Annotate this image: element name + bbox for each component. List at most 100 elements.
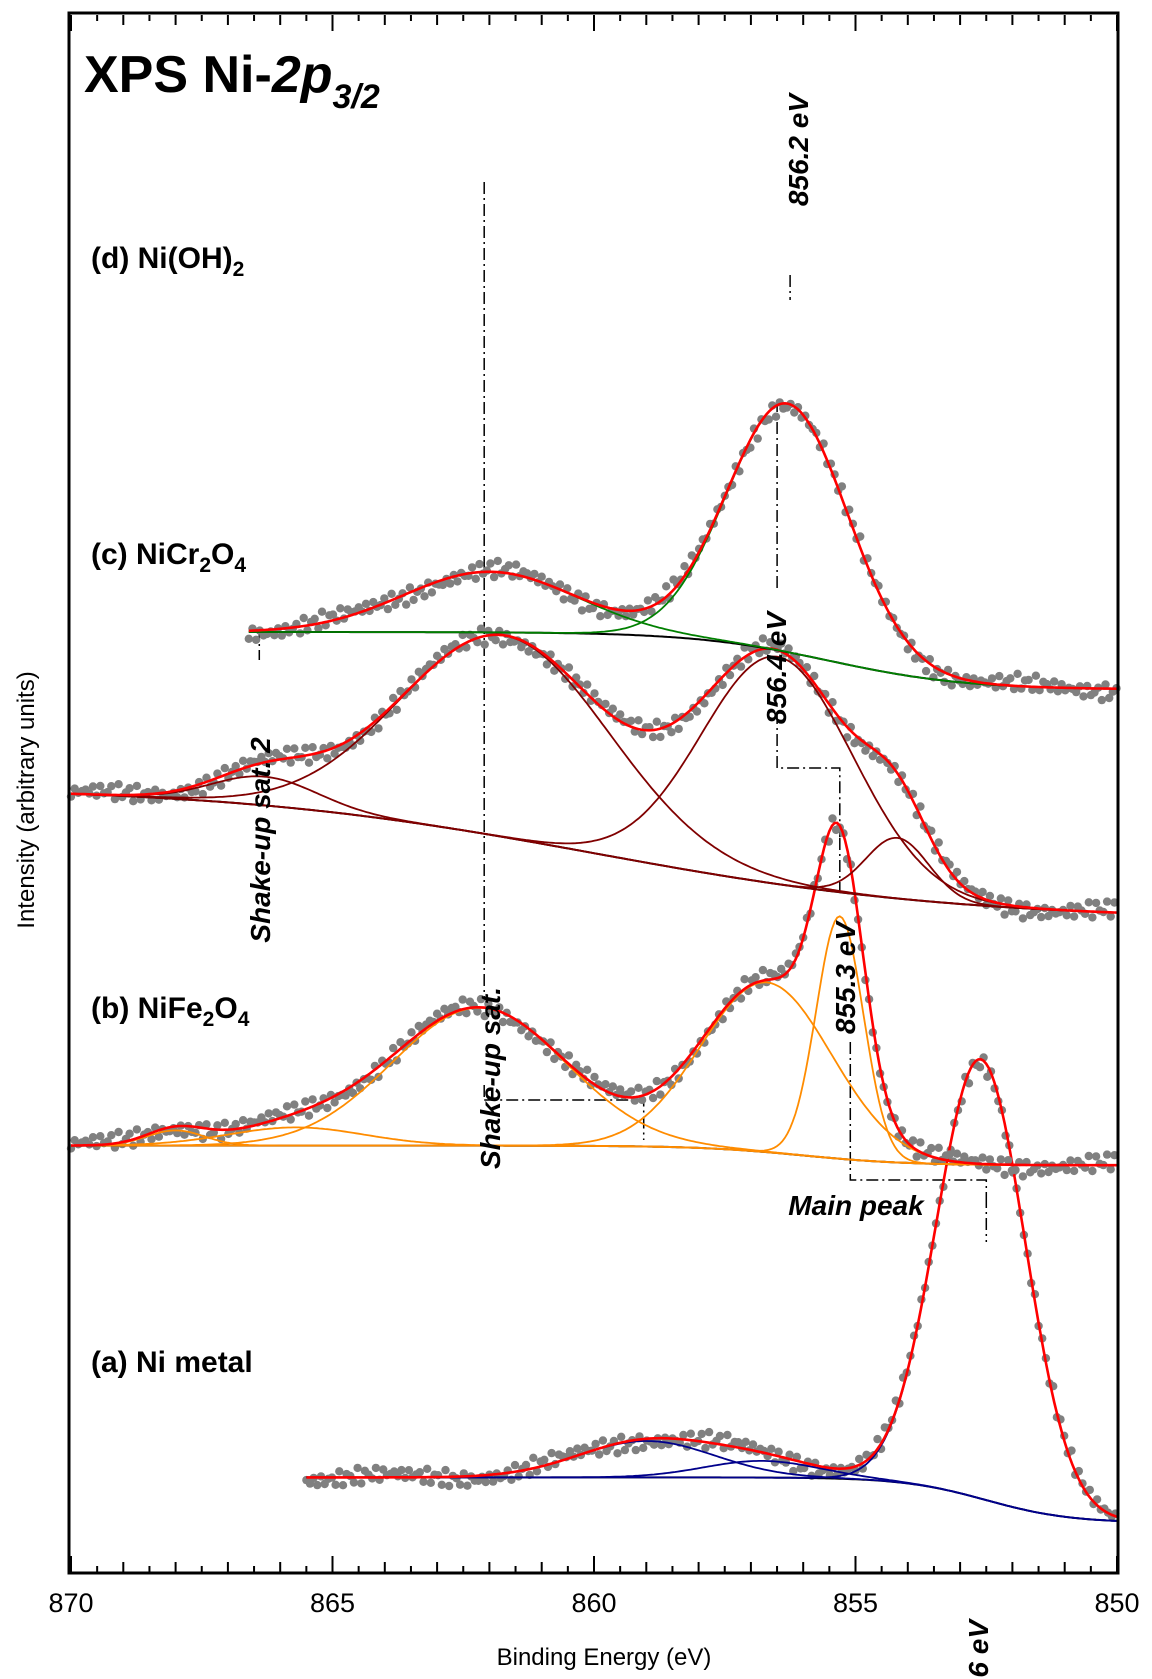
shake-up-sat-label: Shake-up sat. <box>475 987 506 1169</box>
data-point <box>336 604 345 613</box>
data-point <box>489 572 499 582</box>
data-point <box>978 1153 987 1162</box>
data-point <box>151 785 160 794</box>
data-point <box>1069 912 1079 921</box>
data-point <box>559 595 568 604</box>
data-point <box>608 704 617 713</box>
data-point <box>718 680 727 690</box>
data-point <box>674 724 683 734</box>
data-point <box>1011 907 1020 916</box>
data-point <box>397 1465 406 1475</box>
data-point <box>680 562 689 571</box>
data-point <box>251 635 261 644</box>
x-tick-label: 850 <box>1094 1588 1139 1618</box>
data-point <box>758 634 768 643</box>
data-point <box>323 754 332 763</box>
data-point <box>308 743 317 752</box>
data-points-c <box>66 624 1119 923</box>
data-point <box>473 1007 482 1016</box>
data-point <box>697 1429 706 1439</box>
data-point <box>601 699 610 709</box>
data-point <box>453 577 462 586</box>
data-point <box>1079 692 1088 701</box>
data-point <box>419 1477 428 1487</box>
data-point <box>723 1430 732 1440</box>
data-point <box>380 594 389 603</box>
data-point <box>649 1440 659 1449</box>
data-point <box>1013 669 1022 678</box>
data-point <box>639 1443 648 1453</box>
data-point <box>591 1439 600 1449</box>
data-point <box>1105 693 1114 703</box>
data-point <box>476 624 486 633</box>
data-point <box>1101 680 1110 689</box>
data-point <box>542 660 552 669</box>
data-point <box>596 612 605 621</box>
data-point <box>648 1093 658 1103</box>
data-point <box>577 606 587 615</box>
component-d <box>248 570 1117 690</box>
data-point <box>985 1155 995 1164</box>
data-point <box>180 1130 189 1139</box>
data-point <box>947 681 956 690</box>
data-point <box>873 1434 882 1444</box>
data-point <box>810 671 819 681</box>
data-point <box>1000 1170 1009 1180</box>
data-point <box>1053 687 1063 696</box>
data-point <box>550 1054 559 1064</box>
spectra-traces <box>66 398 1121 1522</box>
chart-title: XPS Ni-2p3/2 <box>84 46 380 116</box>
data-point <box>446 579 455 588</box>
data-point <box>903 645 912 654</box>
data-point <box>617 1432 626 1442</box>
data-point <box>616 1085 625 1094</box>
data-point <box>405 583 415 592</box>
data-point <box>1091 898 1101 908</box>
data-point <box>637 1095 647 1105</box>
data-point <box>700 699 709 708</box>
data-point <box>299 613 308 623</box>
data-point <box>771 412 781 421</box>
data-point <box>583 1065 592 1075</box>
data-point <box>244 634 253 643</box>
data-point <box>441 1465 450 1475</box>
panel-label-c: (c) NiCr2O4 <box>91 538 246 577</box>
data-point <box>784 644 793 653</box>
data-point <box>88 1133 98 1142</box>
data-point <box>704 1427 714 1437</box>
peak-c-connector <box>776 712 841 838</box>
data-point <box>927 1143 936 1153</box>
data-point <box>634 716 643 725</box>
data-point <box>420 592 429 601</box>
data-point <box>652 717 661 726</box>
data-point <box>613 1449 622 1458</box>
panel-label-d: (d) Ni(OH)2 <box>91 242 244 281</box>
shake-up-sat-2-label: Shake-up sat. 2 <box>245 737 276 943</box>
data-point <box>1011 1165 1020 1175</box>
panel-labels: (a) Ni metal (b) NiFe2O4 (c) NiCr2O4 (d) Ni… <box>91 242 253 1379</box>
data-point <box>590 689 599 698</box>
data-point <box>371 1463 381 1473</box>
data-point <box>652 1076 661 1086</box>
data-point <box>537 572 546 581</box>
data-point <box>634 1083 643 1093</box>
data-point <box>328 610 338 619</box>
data-point <box>934 838 943 847</box>
data-point <box>481 1477 490 1487</box>
data-point <box>1004 896 1013 905</box>
data-point <box>1069 1166 1079 1176</box>
data-point <box>1000 910 1009 919</box>
data-point <box>303 626 312 635</box>
main-peak-label: Main peak <box>788 1190 925 1221</box>
data-point <box>1066 901 1075 911</box>
data-point <box>692 707 702 716</box>
data-point <box>570 596 579 605</box>
data-point <box>921 666 931 676</box>
data-point <box>341 1091 350 1100</box>
data-point <box>125 784 134 793</box>
data-point <box>767 1444 776 1454</box>
y-axis-title: Intensity (arbitrary units) <box>13 671 40 928</box>
data-point <box>993 1164 1002 1173</box>
data-point <box>310 614 319 623</box>
